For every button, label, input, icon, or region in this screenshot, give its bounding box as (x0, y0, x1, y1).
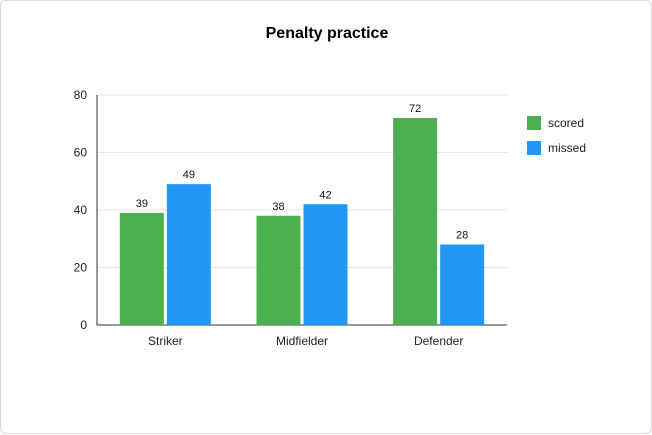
bar-missed (303, 204, 348, 325)
y-tick-label: 80 (74, 88, 88, 102)
y-tick-label: 20 (74, 261, 88, 275)
legend-swatch (527, 116, 541, 130)
data-label: 39 (136, 198, 148, 210)
bar-scored (119, 212, 164, 325)
legend-item-scored: scored (527, 115, 586, 131)
x-tick-label: Midfielder (276, 334, 328, 348)
bar-scored (393, 118, 438, 325)
bar-scored (256, 215, 301, 325)
chart-title: Penalty practice (265, 25, 389, 42)
y-tick-label: 60 (74, 146, 88, 160)
data-label: 42 (319, 189, 331, 201)
data-label: 72 (409, 103, 421, 115)
data-label: 28 (456, 230, 468, 242)
data-label: 38 (272, 201, 284, 213)
legend-item-missed: missed (527, 140, 586, 156)
legend-label: missed (548, 141, 587, 155)
bar-missed (166, 184, 211, 325)
chart-legend: scored missed (527, 115, 586, 165)
legend-label: scored (548, 116, 585, 130)
y-tick-label: 40 (74, 203, 88, 217)
legend-swatch (527, 141, 541, 155)
x-tick-label: Defender (414, 334, 463, 348)
y-tick-label: 0 (80, 318, 87, 332)
x-tick-label: Striker (148, 334, 183, 348)
data-label: 49 (183, 169, 195, 181)
bar-missed (440, 244, 485, 325)
